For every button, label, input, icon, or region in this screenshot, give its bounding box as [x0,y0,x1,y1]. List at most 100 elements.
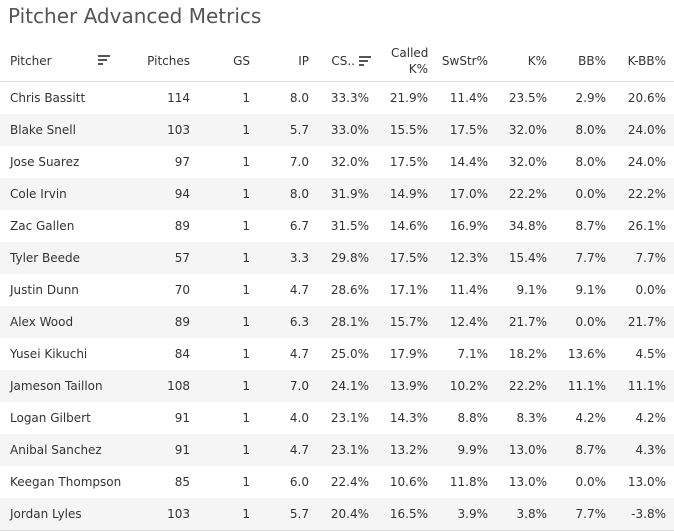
metric-cell: 91 [174,411,190,425]
metric-cell: 6.0 [289,475,309,489]
metric-cell: 85 [174,475,190,489]
header-text: Pitches [147,53,190,68]
column-header[interactable]: GS [198,40,258,82]
metric-cell: 11.1% [555,370,614,402]
metric-cell: 4.0 [289,411,309,425]
metric-cell: 8.8% [457,411,489,425]
metric-cell: 24.0% [627,155,666,169]
metric-cell: 8.0% [575,155,607,169]
metric-cell: 4.7 [289,347,309,361]
metric-cell: 14.4% [449,155,488,169]
table-row: Jose Suarez 97 1 7.0 32.0% 17.5% 14.4% 32.0% 8.0… [0,146,674,178]
pitcher-name: Keegan Thompson [10,475,122,489]
table-row: Jameson Taillon 108 1 7.0 24.1% 13.9% 10.2% 22.… [0,370,674,402]
metric-cell: 3.8% [496,498,555,531]
metric-cell: 28.6% [330,283,369,297]
metric-cell: 31.5% [330,219,369,233]
metric-cell: 22.2% [496,178,555,210]
column-header[interactable]: Pitches [130,40,198,82]
table-row: Keegan Thompson 85 1 6.0 22.4% 10.6% 11.8% 13.0… [0,466,674,498]
header-text: SwStr% [441,53,488,68]
metric-cell: 1 [242,475,250,489]
metric-cell: 3.9% [436,498,496,531]
sort-icon[interactable] [359,56,371,66]
metric-cell: 13.0% [496,434,555,466]
metric-cell: 11.4% [449,283,488,297]
metric-cell: 33.0% [317,114,377,146]
metric-cell: 7.0 [289,155,309,169]
metric-cell: 3.3 [258,242,317,274]
metric-cell: 94 [130,178,198,210]
column-header[interactable]: BB% [555,40,614,82]
pitcher-name: Blake Snell [0,114,130,146]
metric-cell: 89 [130,306,198,338]
metric-cell: 8.7% [575,219,607,233]
metric-cell: 84 [174,347,190,361]
metric-cell: 32.0% [508,155,547,169]
header-text: CS.. [331,53,355,68]
table-row: Chris Bassitt 114 1 8.0 33.3% 21.9% 11.4% 23.5%… [0,82,674,115]
column-header[interactable]: SwStr% [436,40,496,82]
table-row: Blake Snell 103 1 5.7 33.0% 15.5% 17.5% 32.0% 8.… [0,114,674,146]
metric-cell: 14.6% [389,219,428,233]
metric-cell: 12.4% [436,306,496,338]
metric-cell: 21.7% [614,306,674,338]
metric-cell: 14.9% [377,178,436,210]
table-row: Justin Dunn 70 1 4.7 28.6% 17.1% 11.4% 9.1% 9.1%… [0,274,674,306]
table-row: Cole Irvin 94 1 8.0 31.9% 14.9% 17.0% 22.2% 0.0%… [0,178,674,210]
pitcher-name: Justin Dunn [10,283,79,297]
table-row: Alex Wood 89 1 6.3 28.1% 15.7% 12.4% 21.7% 0.0% 2… [0,306,674,338]
metric-cell: 18.2% [508,347,547,361]
table-body: Chris Bassitt 114 1 8.0 33.3% 21.9% 11.4% 23.5%… [0,82,674,531]
metric-cell: 13.9% [377,370,436,402]
metric-cell: 1 [198,114,258,146]
column-header[interactable]: Called K% [377,40,436,82]
metric-cell: 15.5% [377,114,436,146]
metric-cell: 17.0% [436,178,496,210]
metric-cell: 24.0% [614,114,674,146]
metric-cell: 2.9% [575,91,607,105]
metric-cell: 1 [198,178,258,210]
metric-cell: 16.5% [377,498,436,531]
metric-cell: 5.7 [258,114,317,146]
metric-cell: 32.0% [330,155,369,169]
metric-cell: 13.6% [567,347,606,361]
metric-cell: 0.0% [555,306,614,338]
metric-cell: 1 [242,411,250,425]
metric-cell: 8.0 [258,178,317,210]
column-header[interactable]: K-BB% [614,40,674,82]
metric-cell: 57 [130,242,198,274]
metric-cell: 103 [130,114,198,146]
metric-cell: 13.0% [627,475,666,489]
metric-cell: 9.1% [575,283,607,297]
metric-cell: 8.0 [289,91,309,105]
metric-cell: 22.4% [330,475,369,489]
column-header[interactable]: Pitcher [0,40,130,82]
metric-cell: 7.1% [457,347,489,361]
metric-cell: 23.5% [508,91,547,105]
table-row: Anibal Sanchez 91 1 4.7 23.1% 13.2% 9.9% 13.0% 8… [0,434,674,466]
metrics-table: Pitcher Pitches GS IP CS.. Called K% SwS… [0,40,674,531]
metric-cell: 15.7% [377,306,436,338]
metric-cell: 11.8% [449,475,488,489]
column-header[interactable]: IP [258,40,317,82]
metric-cell: 33.3% [330,91,369,105]
table-row: Logan Gilbert 91 1 4.0 23.1% 14.3% 8.8% 8.3% 4.2… [0,402,674,434]
column-header[interactable]: CS.. [317,40,377,82]
pitcher-name: Jordan Lyles [0,498,130,531]
metric-cell: 4.2% [635,411,667,425]
pitcher-name: Anibal Sanchez [0,434,130,466]
metric-cell: 13.2% [377,434,436,466]
metric-cell: 5.7 [258,498,317,531]
metric-cell: 10.6% [389,475,428,489]
column-header[interactable]: K% [496,40,555,82]
metric-cell: 4.7 [258,434,317,466]
metric-cell: 0.0% [635,283,667,297]
pitcher-name: Tyler Beede [0,242,130,274]
metric-cell: 7.7% [614,242,674,274]
metric-cell: 4.7 [289,283,309,297]
metric-cell: 4.5% [635,347,667,361]
sort-icon[interactable] [98,54,110,65]
metric-cell: 1 [242,283,250,297]
